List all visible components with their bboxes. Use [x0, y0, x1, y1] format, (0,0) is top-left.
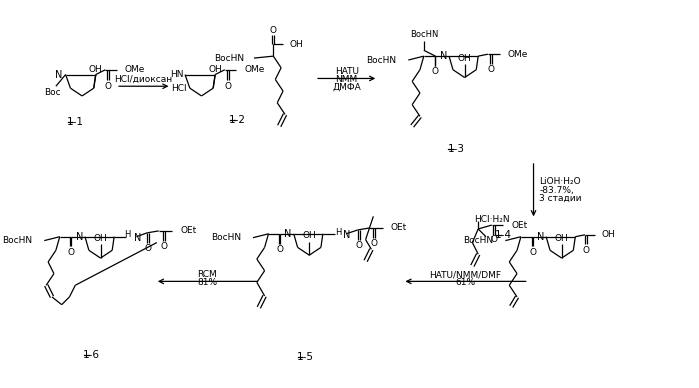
Text: N: N [75, 232, 83, 242]
Text: 1-2: 1-2 [229, 115, 246, 125]
Text: 1-5: 1-5 [297, 352, 314, 362]
Text: 81%: 81% [197, 278, 217, 287]
Text: O: O [490, 235, 497, 244]
Text: Boc: Boc [43, 88, 60, 97]
Text: O: O [370, 239, 378, 248]
Text: HATU/NMM/DMF: HATU/NMM/DMF [430, 270, 502, 279]
Text: OEt: OEt [391, 223, 407, 232]
Text: OH: OH [555, 234, 568, 243]
Text: HCl/диоксан: HCl/диоксан [115, 75, 173, 84]
Text: 1-1: 1-1 [67, 117, 84, 127]
Text: N: N [134, 233, 141, 242]
Text: O: O [355, 241, 362, 250]
Text: OH: OH [89, 65, 103, 74]
Text: OH: OH [290, 40, 303, 49]
Text: O: O [529, 248, 536, 257]
Text: LiOH·H₂O: LiOH·H₂O [540, 177, 581, 186]
Text: HN: HN [171, 70, 184, 79]
Text: 1-6: 1-6 [83, 350, 100, 360]
Text: O: O [277, 245, 284, 254]
Text: BocHN: BocHN [410, 30, 438, 39]
Text: 1-3: 1-3 [447, 144, 464, 154]
Text: HCl·H₂N: HCl·H₂N [475, 215, 510, 224]
Text: H: H [336, 228, 342, 237]
Text: OH: OH [303, 231, 316, 240]
Text: ДМФА: ДМФА [332, 83, 361, 92]
Text: OH: OH [208, 65, 222, 74]
Text: 1-4: 1-4 [495, 230, 512, 240]
Text: OMe: OMe [507, 50, 528, 59]
Text: N: N [343, 230, 351, 240]
Text: O: O [105, 82, 112, 91]
Text: OH: OH [602, 230, 615, 239]
Text: RCM: RCM [197, 270, 217, 279]
Text: O: O [160, 242, 167, 251]
Text: OEt: OEt [180, 226, 196, 236]
Text: BocHN: BocHN [3, 236, 33, 245]
Text: O: O [487, 65, 494, 74]
Text: NMM: NMM [336, 75, 358, 84]
Text: HATU: HATU [335, 67, 359, 76]
Text: O: O [145, 244, 152, 253]
Text: N: N [537, 232, 545, 242]
Text: OMe: OMe [125, 65, 145, 74]
Text: N: N [440, 51, 447, 61]
Text: O: O [270, 26, 277, 35]
Text: O: O [224, 82, 231, 91]
Text: 3 стадии: 3 стадии [540, 194, 582, 203]
Text: BocHN: BocHN [366, 55, 396, 64]
Text: BocHN: BocHN [211, 233, 241, 242]
Text: OH: OH [458, 54, 472, 62]
Text: O: O [582, 246, 589, 255]
Text: OEt: OEt [511, 220, 528, 230]
Text: BocHN: BocHN [214, 54, 244, 62]
Text: N: N [284, 229, 291, 239]
Text: -83.7%,: -83.7%, [540, 185, 574, 195]
Text: O: O [432, 67, 439, 76]
Text: H: H [124, 230, 131, 239]
Text: O: O [68, 248, 75, 257]
Text: 61%: 61% [456, 278, 475, 287]
Text: N: N [55, 69, 63, 80]
Text: HCl: HCl [171, 84, 187, 93]
Text: OMe: OMe [244, 65, 265, 74]
Text: BocHN: BocHN [463, 236, 493, 245]
Text: OH: OH [94, 234, 108, 243]
